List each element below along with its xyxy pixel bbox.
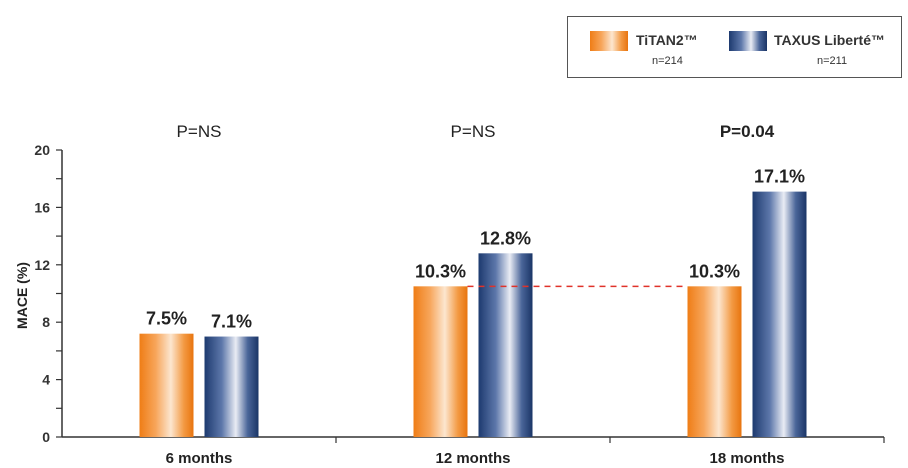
x-tick-label: 6 months — [166, 450, 233, 467]
bar-taxus — [478, 253, 533, 437]
y-tick-label: 0 — [42, 429, 50, 445]
data-label-taxus: 12.8% — [480, 228, 531, 248]
legend-label-taxus: TAXUS Liberté™ — [774, 32, 885, 48]
legend-n-taxus: n=211 — [817, 55, 848, 67]
y-tick-label: 12 — [34, 257, 50, 273]
y-tick-label: 8 — [42, 314, 50, 330]
bar-taxus — [204, 336, 259, 437]
bar-titan2 — [687, 286, 742, 437]
y-tick-label: 16 — [34, 199, 50, 215]
bar-taxus — [752, 191, 807, 437]
legend-swatch-titan2 — [590, 31, 628, 51]
y-tick-label: 4 — [42, 372, 50, 388]
p-value-label: P=NS — [177, 122, 222, 141]
bars — [139, 191, 807, 437]
legend-n-titan2: n=214 — [652, 55, 683, 67]
y-tick-label: 20 — [34, 142, 50, 158]
bar-labels: P=NS 7.5% 7.1% P=NS 10.3% 12.8% P=0.04 10.3% 17.… — [146, 122, 805, 332]
data-label-titan2: 7.5% — [146, 309, 187, 329]
bar-titan2 — [413, 286, 468, 437]
data-label-taxus: 17.1% — [754, 167, 805, 187]
data-label-taxus: 7.1% — [211, 312, 252, 332]
x-tick-label: 12 months — [435, 450, 510, 467]
x-tick-label: 18 months — [709, 450, 784, 467]
y-axis-title: MACE (%) — [14, 262, 30, 329]
p-value-label: P=0.04 — [720, 122, 775, 141]
data-label-titan2: 10.3% — [415, 261, 466, 281]
legend-swatch-taxus — [729, 31, 767, 51]
axes: 0 4 8 12 16 20 MACE (%) 6 months 12 months 18 mon… — [14, 142, 885, 467]
bar-titan2 — [139, 333, 194, 437]
legend: TiTAN2™ n=214 TAXUS Liberté™ n=211 — [567, 16, 902, 78]
p-value-label: P=NS — [451, 122, 496, 141]
data-label-titan2: 10.3% — [689, 261, 740, 281]
legend-label-titan2: TiTAN2™ — [636, 32, 698, 48]
